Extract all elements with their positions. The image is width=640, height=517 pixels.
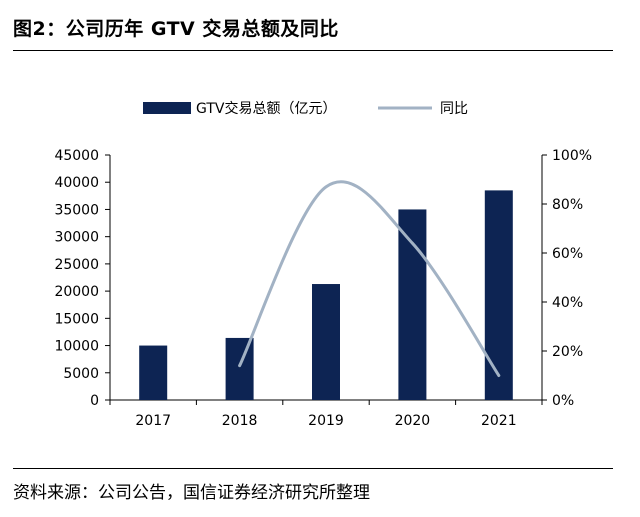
source-note: 资料来源：公司公告，国信证券经济研究所整理 <box>13 483 370 503</box>
title-divider <box>13 50 613 51</box>
left-tick-label: 20000 <box>54 284 99 300</box>
left-tick-label: 35000 <box>54 202 99 218</box>
x-tick-label: 2021 <box>481 413 517 429</box>
legend-label-yoy: 同比 <box>440 101 468 117</box>
left-tick-label: 40000 <box>54 175 99 191</box>
x-tick-label: 2018 <box>222 413 258 429</box>
right-tick-label: 20% <box>552 344 583 360</box>
left-tick-label: 30000 <box>54 230 99 246</box>
line-yoy <box>238 180 501 377</box>
left-tick-label: 0 <box>90 393 99 409</box>
footer-divider <box>13 468 613 469</box>
legend-label-gtv: GTV交易总额（亿元） <box>196 100 336 117</box>
left-tick-label: 45000 <box>54 148 99 164</box>
left-tick-label: 25000 <box>54 257 99 273</box>
legend-swatch-gtv <box>143 102 191 114</box>
bar-gtv <box>484 190 513 400</box>
right-tick-label: 60% <box>552 246 583 262</box>
left-tick-label: 10000 <box>54 339 99 355</box>
right-tick-label: 80% <box>552 197 583 213</box>
x-tick-label: 2019 <box>308 413 344 429</box>
bar-gtv <box>398 209 427 400</box>
left-tick-label: 15000 <box>54 311 99 327</box>
right-tick-label: 40% <box>552 295 583 311</box>
x-tick-label: 2020 <box>395 413 431 429</box>
bar-gtv <box>312 284 340 400</box>
right-tick-label: 100% <box>552 148 592 164</box>
bar-gtv <box>225 337 254 400</box>
bar-gtv <box>139 345 168 400</box>
right-tick-label: 0% <box>552 393 574 409</box>
left-tick-label: 5000 <box>63 366 99 382</box>
figure-title: 图2：公司历年 GTV 交易总额及同比 <box>13 18 339 40</box>
x-tick-label: 2017 <box>135 413 171 429</box>
